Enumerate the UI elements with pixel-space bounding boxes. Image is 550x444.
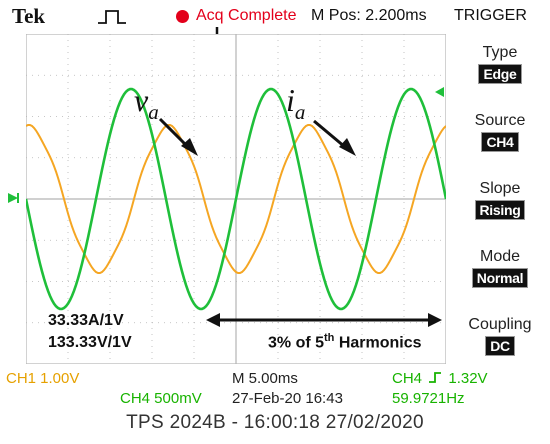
menu-item-value: Edge — [478, 64, 522, 84]
voltage-symbol: v — [134, 82, 149, 118]
menu-item-label: Coupling — [468, 316, 532, 333]
ch1-scale-readout: CH1 1.00V — [6, 370, 80, 387]
voltage-subscript: a — [148, 100, 159, 124]
annotation-arrows — [158, 117, 442, 327]
current-symbol: i — [286, 82, 295, 118]
ch4-scale-readout: CH4 500mV — [120, 390, 202, 407]
footer-caption: TPS 2024B - 16:00:18 27/02/2020 — [126, 412, 424, 433]
menu-item-label: Mode — [479, 248, 521, 265]
voltage-label: va — [134, 82, 159, 125]
menu-item-coupling[interactable]: Coupling DC — [452, 316, 548, 356]
menu-item-value: CH4 — [481, 132, 519, 152]
menu-item-label: Slope — [479, 180, 521, 197]
harmonics-label: 3% of 5th Harmonics — [268, 332, 422, 352]
menu-item-label: Source — [474, 112, 526, 129]
rising-edge-icon — [429, 372, 442, 383]
record-icon — [176, 10, 189, 23]
current-label: ia — [286, 82, 305, 125]
ch4-level-marker-icon — [8, 193, 19, 203]
timebase-readout: M 5.00ms — [232, 370, 298, 387]
acquisition-status: Acq Complete — [196, 7, 297, 24]
current-subscript: a — [294, 100, 306, 124]
menu-item-value: Rising — [474, 200, 526, 220]
oscilloscope-screen: Tek Acq Complete M Pos: 2.200ms TRIGGER — [0, 0, 550, 407]
menu-item-source[interactable]: Source CH4 — [452, 112, 548, 152]
trigger-level-marker-icon — [435, 87, 444, 97]
current-scale-label: 33.33A/1V — [48, 312, 124, 329]
menu-item-value: Normal — [471, 268, 529, 288]
status-bar: Tek Acq Complete M Pos: 2.200ms TRIGGER — [0, 0, 550, 41]
frequency-readout: 59.9721Hz — [392, 390, 465, 407]
menu-title: TRIGGER — [454, 7, 527, 24]
main-position: M Pos: 2.200ms — [311, 7, 427, 24]
menu-item-value: DC — [485, 336, 515, 356]
voltage-waveform — [26, 87, 446, 311]
trigger-level: 1.32V — [448, 370, 488, 387]
menu-item-slope[interactable]: Slope Rising — [452, 180, 548, 220]
menu-item-mode[interactable]: Mode Normal — [452, 248, 548, 288]
trigger-readout: CH4 1.32V — [392, 370, 488, 387]
menu-item-label: Type — [482, 44, 518, 61]
harmonics-superscript: th — [324, 332, 335, 344]
waveform-traces — [26, 87, 446, 311]
brand-logo: Tek — [12, 4, 46, 28]
datetime-readout: 27-Feb-20 16:43 — [232, 390, 343, 407]
harmonics-suffix: Harmonics — [334, 334, 422, 352]
pulse-icon — [98, 10, 126, 24]
voltage-scale-label: 133.33V/1V — [48, 334, 132, 351]
waveform-display — [26, 34, 446, 364]
harmonics-prefix: 3% of 5 — [268, 334, 325, 352]
menu-item-type[interactable]: Type Edge — [452, 44, 548, 84]
trigger-channel: CH4 — [392, 370, 423, 387]
current-waveform — [26, 123, 446, 275]
